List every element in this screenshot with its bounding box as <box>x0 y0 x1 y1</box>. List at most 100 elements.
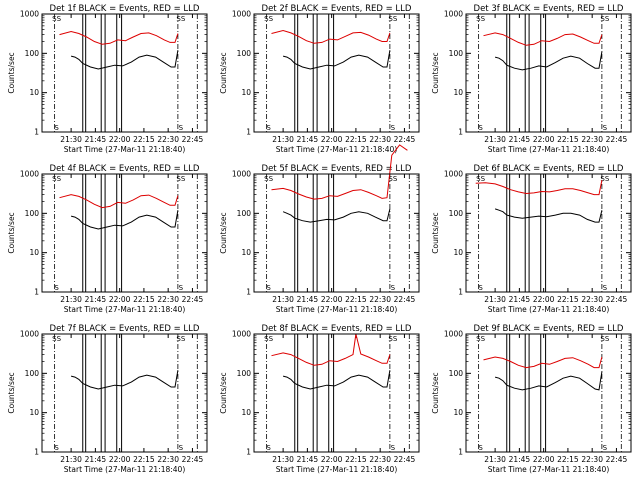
x-tick-label: 21:45 <box>509 295 531 304</box>
y-axis-label: Counts/sec <box>219 372 228 413</box>
x-tick-label: 22:15 <box>345 135 367 144</box>
panel-det-8: Det 8f BLACK = Events, RED = LLD Counts/s… <box>219 324 420 474</box>
plot-frame <box>253 333 420 453</box>
y-axis-label: Counts/sec <box>7 372 16 413</box>
interval-band <box>312 13 318 133</box>
y-tick-label: 1000 <box>20 170 39 179</box>
x-tick-label: 22:00 <box>321 455 343 464</box>
marker-s-bottom-right: S <box>603 284 608 292</box>
marker-s-bottom-left: S <box>266 284 271 292</box>
marker-s-bottom-right: S <box>179 444 184 452</box>
x-tick-label: 21:30 <box>272 295 294 304</box>
interval-band <box>312 333 318 453</box>
interval-band <box>524 333 530 453</box>
marker-s-top-left: SS <box>264 175 273 183</box>
x-tick-label: 22:30 <box>369 455 391 464</box>
x-tick-label: 22:30 <box>369 135 391 144</box>
y-tick-label: 100 <box>237 369 252 378</box>
y-tick-label: 1 <box>246 288 251 297</box>
panel-det-2: Det 2f BLACK = Events, RED = LLD Counts/s… <box>219 4 420 154</box>
marker-s-bottom-left: S <box>54 444 59 452</box>
y-tick-label: 1 <box>458 128 463 137</box>
y-tick-label: 1 <box>34 128 39 137</box>
interval-band <box>540 333 547 453</box>
x-axis-label: Start Time (27-Mar-11 21:18:40) <box>276 305 398 314</box>
x-tick-label: 22:30 <box>157 295 179 304</box>
marker-s-top-left: SS <box>264 335 273 343</box>
plot-frame <box>41 13 208 133</box>
y-tick-label: 1 <box>246 448 251 457</box>
interval-band <box>328 173 335 293</box>
x-tick-label: 22:30 <box>157 135 179 144</box>
x-axis-label: Start Time (27-Mar-11 21:18:40) <box>488 145 610 154</box>
plot-frame <box>465 333 632 453</box>
marker-s-bottom-right: S <box>603 444 608 452</box>
x-tick-label: 22:45 <box>182 135 204 144</box>
marker-s-top-left: SS <box>476 335 485 343</box>
series-line-events <box>494 208 603 223</box>
panel-title: Det 8f BLACK = Events, RED = LLD <box>262 324 412 334</box>
x-tick-label: 22:45 <box>394 295 416 304</box>
x-axis-label: Start Time (27-Mar-11 21:18:40) <box>276 145 398 154</box>
plot-frame <box>41 333 208 453</box>
x-tick-label: 22:30 <box>157 455 179 464</box>
marker-s-top-right: SS <box>388 15 397 23</box>
series-line-lld <box>271 144 408 200</box>
marker-s-bottom-right: S <box>391 444 396 452</box>
interval-band <box>524 13 530 133</box>
panel-title: Det 7f BLACK = Events, RED = LLD <box>50 324 200 334</box>
y-tick-label: 100 <box>449 369 464 378</box>
y-tick-label: 1000 <box>232 330 251 339</box>
x-tick-label: 22:00 <box>321 295 343 304</box>
panel-det-7: Det 7f BLACK = Events, RED = LLD Counts/s… <box>7 324 208 474</box>
x-tick-label: 22:00 <box>533 455 555 464</box>
x-tick-label: 22:00 <box>109 455 131 464</box>
panel-title: Det 3f BLACK = Events, RED = LLD <box>474 4 624 14</box>
marker-s-bottom-left: S <box>478 124 483 132</box>
x-tick-label: 22:00 <box>533 295 555 304</box>
marker-s-top-left: SS <box>52 335 61 343</box>
marker-s-top-left: SS <box>476 175 485 183</box>
series-line-lld <box>475 180 603 196</box>
marker-s-top-right: SS <box>600 15 609 23</box>
marker-s-bottom-right: S <box>179 124 184 132</box>
x-tick-label: 22:00 <box>321 135 343 144</box>
y-tick-label: 1 <box>458 448 463 457</box>
x-axis-label: Start Time (27-Mar-11 21:18:40) <box>276 465 398 474</box>
series-line-lld <box>271 29 391 44</box>
interval-band <box>540 13 547 133</box>
x-tick-label: 21:45 <box>85 455 107 464</box>
marker-s-top-right: SS <box>600 175 609 183</box>
series-line-lld <box>59 194 179 209</box>
series-line-events <box>70 210 179 230</box>
panel-title: Det 2f BLACK = Events, RED = LLD <box>262 4 412 14</box>
marker-s-top-right: SS <box>600 335 609 343</box>
panel-det-4: Det 4f BLACK = Events, RED = LLD Counts/s… <box>7 164 208 314</box>
x-axis-label: Start Time (27-Mar-11 21:18:40) <box>488 465 610 474</box>
x-tick-label: 22:15 <box>345 295 367 304</box>
marker-s-top-left: SS <box>476 15 485 23</box>
interval-band <box>82 13 87 133</box>
x-tick-label: 22:00 <box>109 135 131 144</box>
panel-det-3: Det 3f BLACK = Events, RED = LLD Counts/s… <box>431 4 632 154</box>
y-axis-label: Counts/sec <box>219 52 228 93</box>
marker-s-top-right: SS <box>388 175 397 183</box>
x-axis-label: Start Time (27-Mar-11 21:18:40) <box>64 465 186 474</box>
series-line-events <box>494 51 603 71</box>
marker-s-bottom-left: S <box>54 124 59 132</box>
y-tick-label: 10 <box>29 248 39 257</box>
x-tick-label: 21:45 <box>297 295 319 304</box>
interval-band <box>506 333 511 453</box>
y-tick-label: 1 <box>246 128 251 137</box>
x-tick-label: 21:45 <box>297 135 319 144</box>
x-tick-label: 21:45 <box>85 295 107 304</box>
x-tick-label: 22:15 <box>557 295 579 304</box>
marker-s-top-left: SS <box>52 15 61 23</box>
x-axis-label: Start Time (27-Mar-11 21:18:40) <box>488 305 610 314</box>
y-tick-label: 10 <box>241 408 251 417</box>
y-axis-label: Counts/sec <box>431 52 440 93</box>
y-tick-label: 10 <box>241 88 251 97</box>
series-line-lld <box>59 30 179 45</box>
x-tick-label: 22:30 <box>581 455 603 464</box>
series-line-events <box>282 50 391 70</box>
